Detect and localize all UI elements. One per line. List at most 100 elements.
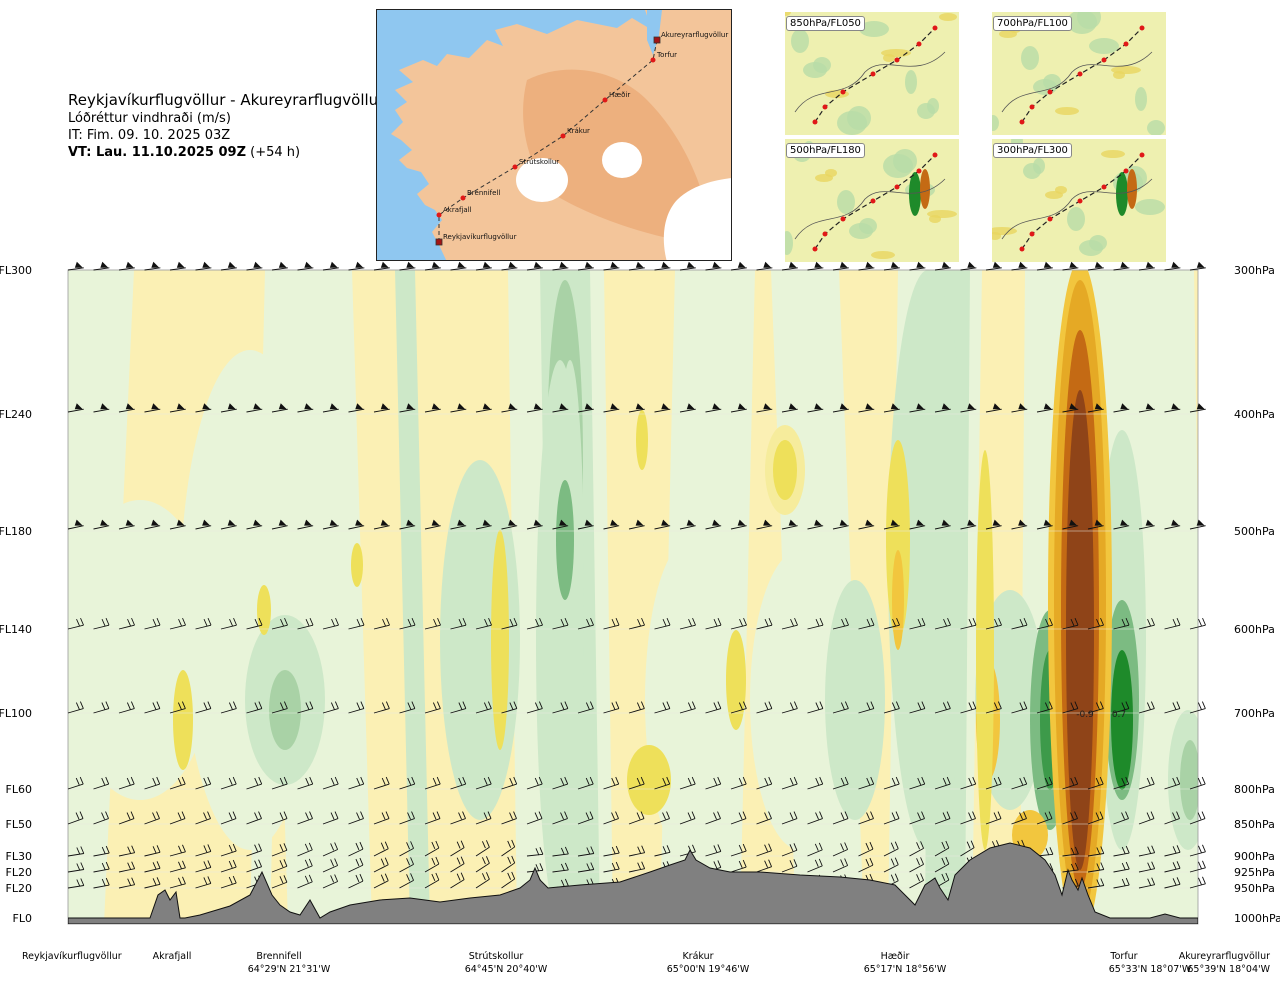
barb-feather <box>1198 813 1201 820</box>
barb-flag <box>1018 262 1026 268</box>
barb-flag <box>993 262 1001 268</box>
barb-flag <box>100 262 108 268</box>
barb-feather <box>1202 812 1205 819</box>
station-coordinates: 65°39'N 18°04'W <box>1187 964 1270 975</box>
field-cell <box>976 450 994 850</box>
flight-level-label: FL20 <box>6 866 32 879</box>
barb-flag <box>636 262 644 268</box>
wind-barb <box>833 262 849 270</box>
wind-barb <box>731 262 747 270</box>
field-cell <box>351 543 363 587</box>
barb-flag <box>202 262 210 268</box>
flight-level-label: FL50 <box>6 818 32 831</box>
field-cell <box>825 580 885 820</box>
wind-barb <box>1037 262 1053 270</box>
wind-barb <box>1190 262 1206 270</box>
wind-barb <box>94 262 110 270</box>
field-cell <box>173 670 193 770</box>
station-coordinates: 65°33'N 18°07'W <box>1109 964 1192 975</box>
flight-level-label: FL20 <box>6 882 32 895</box>
barb-feather <box>1202 877 1205 884</box>
station-coordinates: 64°45'N 20°40'W <box>465 964 548 975</box>
field-cell <box>627 745 671 815</box>
station-coordinates: 65°00'N 19°46'W <box>667 964 750 975</box>
barb-flag <box>865 262 873 268</box>
barb-flag <box>585 262 593 268</box>
barb-feather <box>1198 778 1201 785</box>
barb-flag <box>1146 262 1154 268</box>
wind-barb <box>884 262 900 270</box>
barb-flag <box>406 262 414 268</box>
barb-flag <box>75 262 83 268</box>
wind-barb <box>119 262 135 270</box>
barb-flag <box>814 262 822 268</box>
flight-level-label: FL100 <box>0 707 32 720</box>
field-cell <box>773 440 797 500</box>
barb-flag <box>432 262 440 268</box>
barb-flag <box>840 262 848 268</box>
station-name: Reykjavíkurflugvöllur <box>22 951 122 962</box>
flight-level-axis: FL300FL240FL180FL140FL100FL60FL50FL30FL2… <box>0 264 32 925</box>
barb-flag <box>687 262 695 268</box>
barb-flag <box>304 262 312 268</box>
barb-flag <box>1197 262 1205 268</box>
wind-barb <box>757 262 773 270</box>
pressure-label: 900hPa <box>1234 850 1275 863</box>
barb-flag <box>1095 262 1103 268</box>
wind-barb <box>808 262 824 270</box>
barb-feather <box>1202 702 1205 709</box>
wind-barb <box>553 262 569 270</box>
wind-barb <box>1139 262 1155 270</box>
wind-barb <box>272 262 288 270</box>
barb-flag <box>253 262 261 268</box>
pressure-axis: 300hPa400hPa500hPa600hPa700hPa800hPa850h… <box>1234 264 1280 925</box>
wind-barb <box>323 262 339 270</box>
pressure-label: 600hPa <box>1234 623 1275 636</box>
wind-barb <box>196 262 212 270</box>
barb-feather <box>1198 703 1201 710</box>
station-coordinates: 64°29'N 21°31'W <box>248 964 331 975</box>
pressure-label: 850hPa <box>1234 818 1275 831</box>
field-cell <box>892 550 904 650</box>
field-cell <box>491 530 509 750</box>
flight-level-label: FL240 <box>0 408 32 421</box>
station-name: Akureyrarflugvöllur <box>1179 951 1270 962</box>
wind-barb <box>910 262 926 270</box>
wind-barb <box>986 262 1002 270</box>
wind-barb <box>578 262 594 270</box>
barb-flag <box>483 262 491 268</box>
barb-flag <box>916 262 924 268</box>
barb-flag <box>738 262 746 268</box>
wind-barb <box>1088 262 1104 270</box>
station-name: Akrafjall <box>153 951 192 962</box>
station-labels: Reykjavíkurflugvöllur Akrafjall Brennifell… <box>22 951 1271 975</box>
flight-level-label: FL140 <box>0 623 32 636</box>
field-cell <box>636 410 648 470</box>
barb-flag <box>610 262 618 268</box>
wind-barb <box>374 262 390 270</box>
barb-flag <box>228 262 236 268</box>
wind-barb <box>1114 262 1130 270</box>
barb-flag <box>126 262 134 268</box>
field-cell <box>536 360 584 920</box>
flight-level-label: FL300 <box>0 264 32 277</box>
wind-barb <box>400 262 416 270</box>
field-cell <box>1111 650 1133 790</box>
pressure-label: 300hPa <box>1234 264 1275 277</box>
field-cell <box>726 630 746 730</box>
contour-label: -0.9 <box>1076 710 1094 720</box>
wind-barb <box>935 262 951 270</box>
barb-flag <box>355 262 363 268</box>
wind-barb <box>629 262 645 270</box>
pressure-label: 500hPa <box>1234 525 1275 538</box>
wind-barb <box>527 262 543 270</box>
barb-flag <box>1069 262 1077 268</box>
wind-barb <box>425 262 441 270</box>
barb-flag <box>1044 262 1052 268</box>
barb-flag <box>967 262 975 268</box>
wind-barb <box>451 262 467 270</box>
wind-barb <box>604 262 620 270</box>
flight-level-label: FL30 <box>6 850 32 863</box>
flight-level-label: FL180 <box>0 525 32 538</box>
pressure-label: 800hPa <box>1234 783 1275 796</box>
